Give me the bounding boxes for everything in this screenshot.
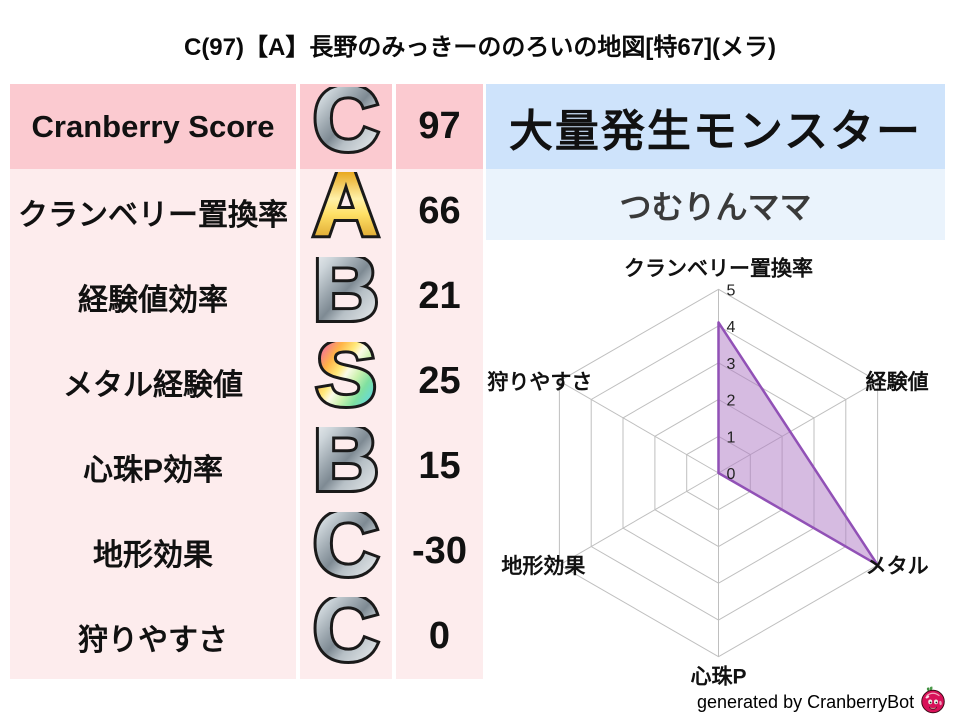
svg-text:1: 1 xyxy=(727,429,736,446)
svg-text:5: 5 xyxy=(727,282,736,299)
svg-text:経験値: 経験値 xyxy=(866,370,929,394)
svg-text:心珠P: 心珠P xyxy=(690,666,746,689)
svg-text:0: 0 xyxy=(727,466,736,483)
svg-text:クランベリー置換率: クランベリー置換率 xyxy=(624,256,813,280)
svg-text:2: 2 xyxy=(727,393,736,410)
svg-text:狩りやすさ: 狩りやすさ xyxy=(487,370,592,394)
svg-text:地形効果: 地形効果 xyxy=(501,554,585,578)
svg-text:4: 4 xyxy=(727,319,736,336)
svg-text:3: 3 xyxy=(727,356,736,373)
svg-text:メタル: メタル xyxy=(866,555,929,578)
